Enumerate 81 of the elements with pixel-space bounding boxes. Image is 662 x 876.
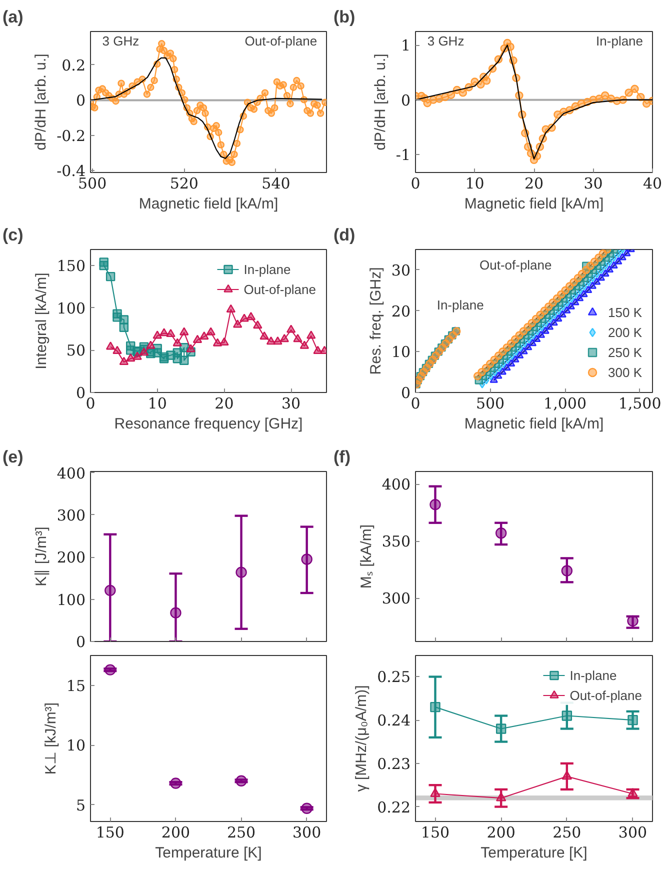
legend-label: 300 K [608, 364, 642, 380]
legend-label: Out-of-plane [244, 282, 316, 296]
chart-title: (b) [334, 8, 356, 26]
chart-title: (d) [334, 226, 356, 244]
legend-label: In-plane [570, 668, 617, 682]
annotation: 3 GHz [427, 33, 464, 48]
y-axis-title: K⊥ [kJ/m³] [42, 702, 60, 775]
y-tick-label: -0.2 [56, 126, 86, 145]
y-tick-label: 100 [56, 590, 86, 609]
legend-label: 200 K [608, 324, 642, 340]
x-tick-label: 520 [170, 174, 198, 192]
x-tick-label: 30 [282, 394, 301, 412]
y-tick-label: 350 [382, 532, 411, 551]
x-axis-title: Resonance frequency [GHz] [114, 416, 303, 432]
annotation: Out-of-plane [479, 257, 552, 272]
x-tick-label: 250 [552, 824, 582, 842]
chart-title: (f) [334, 448, 350, 466]
x-axis-title: Magnetic field [kA/m] [464, 416, 604, 432]
annotation: In-plane [436, 297, 484, 312]
y-tick-label: 300 [56, 506, 86, 524]
x-tick-label: 500 [476, 394, 505, 412]
y-tick-label: 0 [76, 633, 86, 651]
y-tick-label: 5 [76, 796, 86, 814]
y-tick-label: 10 [391, 343, 411, 362]
x-tick-label: 20 [524, 174, 544, 192]
x-tick-label: 20 [214, 394, 234, 412]
y-tick-label: 10 [66, 736, 86, 755]
y-tick-label: 200 [56, 548, 86, 567]
y-axis-title: dP/dH [arb. u.] [32, 54, 50, 150]
x-tick-label: 300 [292, 824, 322, 842]
y-tick-label: 0.22 [377, 798, 411, 816]
x-tick-label: 10 [465, 174, 484, 192]
x-tick-label: 150 [420, 824, 450, 842]
y-tick-label: 50 [66, 342, 86, 360]
x-tick-label: 300 [618, 824, 648, 842]
y-tick-label: 400 [56, 464, 86, 482]
y-tick-label: 400 [382, 476, 411, 494]
x-axis-title: Temperature [K] [155, 844, 262, 862]
legend-label: 250 K [608, 344, 642, 360]
x-tick-label: 200 [486, 824, 516, 842]
y-axis-title: Mₛ [kA/m] [358, 524, 375, 589]
x-axis-title: Magnetic field [kA/m] [138, 196, 278, 212]
x-tick-label: 1,500 [618, 394, 662, 412]
x-tick-label: 40 [642, 174, 662, 192]
x-axis-title: Magnetic field [kA/m] [464, 196, 604, 212]
y-tick-label: 20 [391, 302, 411, 320]
y-tick-label: 0 [400, 91, 411, 110]
annotation: Out-of-plane [244, 33, 318, 48]
y-axis-title: K∥ [J/m³] [32, 526, 50, 586]
y-tick-label: 1 [400, 36, 411, 55]
y-tick-label: 100 [56, 299, 86, 318]
legend-label: In-plane [244, 262, 291, 276]
x-axis-title: Temperature [K] [480, 844, 588, 862]
legend-label: Out-of-plane [570, 688, 642, 702]
y-axis-title: Res. freq. [GHz] [367, 267, 384, 375]
y-axis-title: γ [MHz/(μ₀A/m)] [353, 685, 370, 792]
x-tick-label: 10 [148, 394, 167, 412]
x-tick-label: 250 [226, 824, 256, 842]
y-tick-label: 300 [382, 590, 411, 608]
y-tick-label: 0 [76, 92, 86, 110]
chart-title: (c) [2, 226, 24, 244]
annotation: 3 GHz [102, 33, 140, 48]
y-tick-label: -1 [396, 146, 411, 164]
legend-label: 150 K [608, 304, 642, 320]
y-tick-label: 15 [66, 676, 86, 695]
x-tick-label: 540 [262, 174, 290, 192]
x-tick-label: 1,000 [544, 394, 587, 412]
y-tick-label: 150 [56, 257, 86, 276]
y-tick-label: 0.23 [377, 754, 411, 773]
y-tick-label: 0.24 [377, 712, 411, 730]
x-tick-label: 200 [161, 824, 190, 842]
y-tick-label: 0.25 [377, 668, 411, 686]
annotation: In-plane [596, 33, 644, 48]
chart-title: (a) [2, 8, 24, 26]
y-tick-label: 30 [391, 261, 411, 280]
y-axis-title: Integral [kA/m] [32, 272, 50, 370]
x-tick-label: 30 [584, 174, 603, 192]
y-axis-title: dP/dH [arb. u.] [372, 54, 389, 150]
chart-title: (e) [2, 448, 24, 466]
x-tick-label: 150 [96, 824, 124, 842]
y-tick-label: 0.2 [62, 56, 86, 74]
